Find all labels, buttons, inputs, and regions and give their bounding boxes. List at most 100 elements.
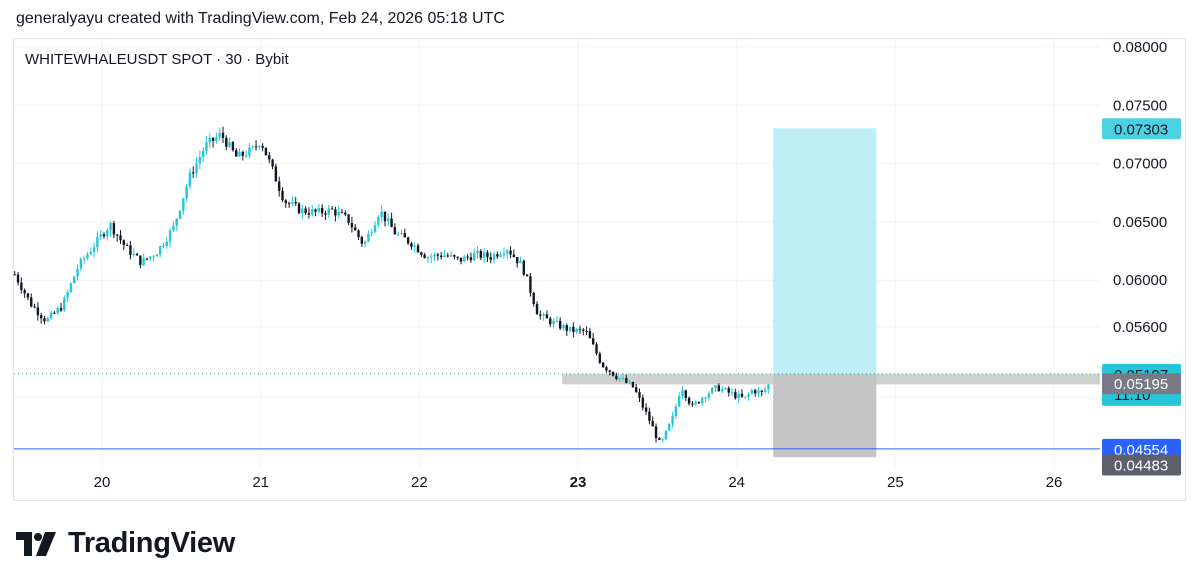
candle-body: [734, 392, 737, 399]
candle-body: [39, 315, 43, 319]
candle-body: [66, 291, 69, 298]
candle-body: [370, 232, 373, 234]
candle-body: [413, 245, 416, 247]
candle-body: [46, 318, 49, 322]
candle-body: [621, 378, 625, 380]
candle-body: [277, 181, 281, 191]
candle-body: [198, 157, 202, 164]
candle-body: [545, 314, 549, 319]
candle-body: [443, 255, 446, 258]
candle-body: [767, 384, 770, 390]
candle-body: [235, 150, 238, 157]
candle-body: [396, 233, 400, 235]
candle-body: [631, 381, 635, 388]
candle-body: [244, 155, 248, 157]
x-axis-tick-label: 25: [887, 474, 904, 491]
y-axis-tick-label: 0.06500: [1113, 214, 1167, 231]
candle-body: [155, 254, 159, 257]
candle-body: [264, 147, 268, 156]
candle-body: [687, 397, 691, 404]
candle-body: [615, 375, 618, 379]
x-axis-tick-label: 21: [252, 474, 269, 491]
candle-body: [618, 378, 621, 380]
candle-body: [400, 233, 403, 235]
candle-body: [377, 216, 380, 225]
candle-body: [651, 420, 654, 427]
candle-body: [16, 274, 20, 283]
chart-attribution-header: generalyayu created with TradingView.com…: [16, 10, 505, 27]
candle-body: [112, 223, 116, 235]
candle-body: [142, 258, 145, 266]
candle-body: [492, 254, 496, 260]
candle-body: [641, 397, 645, 408]
candle-body: [367, 233, 370, 242]
candle-body: [433, 254, 436, 257]
candle-body: [430, 256, 433, 258]
candle-body: [423, 254, 426, 258]
candle-body: [287, 203, 291, 205]
candle-body: [509, 250, 512, 255]
candle-body: [274, 166, 278, 182]
candle-body: [26, 293, 30, 298]
candle-body: [535, 304, 539, 315]
candle-body: [416, 245, 420, 253]
candle-body: [701, 397, 704, 404]
y-axis-tick-label: 0.07500: [1113, 97, 1167, 114]
chart-title: WHITEWHALEUSDT SPOT · 30 · Bybit: [25, 51, 289, 68]
candle-body: [208, 137, 211, 143]
candle-body: [717, 385, 721, 392]
candle-body: [555, 320, 559, 322]
tradingview-logo[interactable]: TradingView: [16, 527, 235, 560]
candle-body: [568, 326, 572, 331]
candle-body: [363, 241, 367, 244]
candle-body: [79, 258, 83, 269]
target-price-label: 0.07303: [1114, 121, 1168, 138]
candle-body: [251, 146, 254, 148]
candle-body: [763, 389, 767, 392]
candle-body: [744, 396, 747, 398]
candle-body: [737, 393, 740, 399]
candle-body: [59, 308, 63, 311]
candle-body: [86, 254, 89, 259]
candle-body: [63, 297, 66, 311]
candle-body: [539, 314, 542, 316]
candle-body: [158, 246, 162, 255]
candle-body: [23, 290, 26, 294]
x-axis-tick-label: 26: [1046, 474, 1063, 491]
candle-body: [225, 137, 228, 147]
candle-body: [664, 430, 668, 440]
candle-body: [727, 388, 730, 393]
candle-body: [344, 212, 347, 215]
candle-body: [654, 426, 658, 439]
candle-body: [73, 276, 76, 284]
candle-body: [254, 146, 258, 148]
candle-body: [162, 245, 165, 247]
candle-body: [291, 202, 294, 204]
candle-body: [750, 390, 754, 394]
candle-body: [320, 207, 324, 214]
candle-body: [215, 137, 218, 141]
y-axis-tick-label: 0.08000: [1113, 39, 1167, 56]
candle-body: [185, 186, 188, 199]
x-axis-tick-label: 23: [570, 474, 587, 491]
candle-body: [506, 250, 509, 254]
candle-body: [178, 210, 182, 219]
tradingview-logo-text: TradingView: [68, 527, 235, 559]
candle-body: [469, 257, 473, 261]
position-profit-zone: [773, 128, 877, 374]
candle-body: [324, 213, 327, 215]
candle-body: [33, 306, 36, 308]
candle-body: [439, 255, 443, 258]
candle-body: [446, 255, 449, 257]
candle-body: [757, 390, 760, 394]
candle-body: [314, 209, 317, 212]
candle-body: [132, 253, 135, 256]
candle-body: [694, 402, 697, 405]
candle-body: [393, 227, 397, 235]
candle-body: [499, 254, 502, 257]
candle-body: [36, 307, 40, 316]
candle-body: [195, 163, 198, 174]
candle-body: [99, 234, 102, 237]
candle-body: [125, 244, 129, 246]
